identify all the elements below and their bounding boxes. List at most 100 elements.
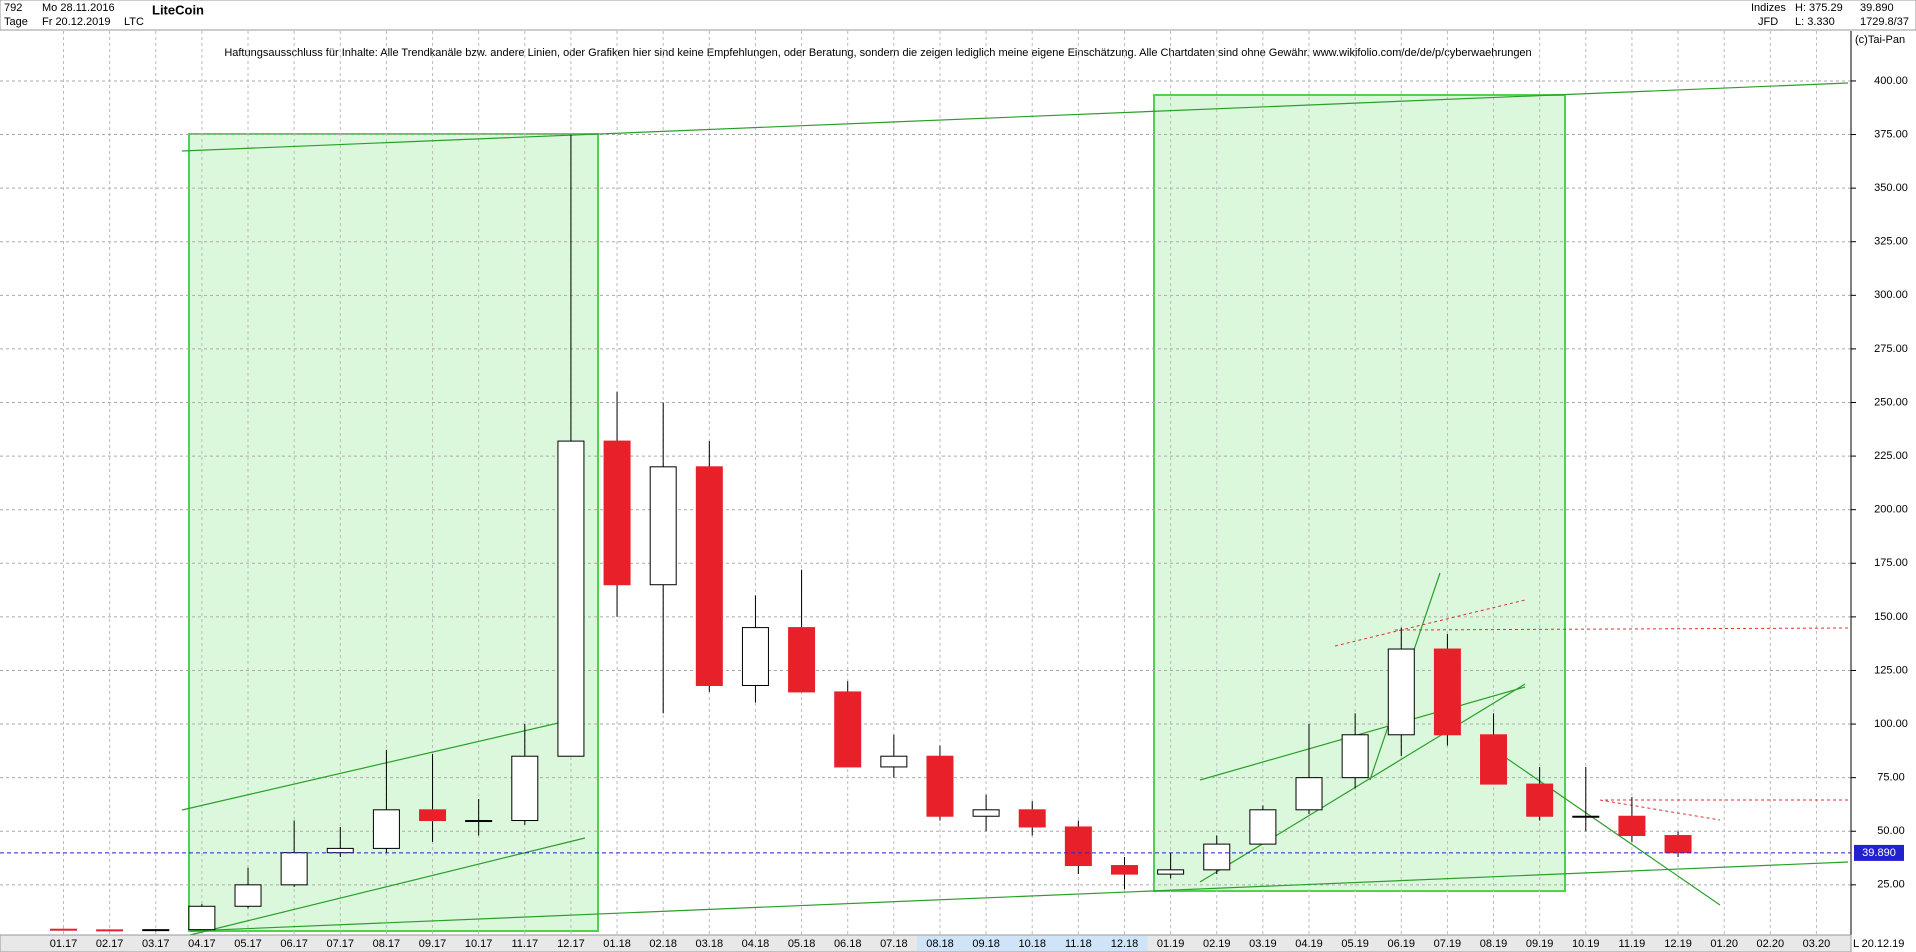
y-tick-label: 325.00 [1874,236,1908,248]
trendline [1479,739,1721,906]
candle-body [1110,865,1138,875]
candle-body [372,809,400,849]
x-tick-label: 12.18 [1111,938,1139,950]
candle-body [1018,809,1046,828]
x-tick-label: 08.18 [926,938,954,950]
candle-body [741,627,769,686]
candle-body [1618,815,1646,837]
x-tick-label: 02.20 [1757,938,1785,950]
candle-body [1341,734,1369,779]
current-date: 20.12.19 [1862,938,1905,950]
y-tick-label: 300.00 [1874,289,1908,301]
x-tick-label: 10.17 [465,938,493,950]
candle-body [1064,826,1092,867]
disclaimer: Haftungsausschluss für Inhalte: Alle Tre… [224,47,1531,59]
candle-body [326,847,354,854]
x-tick-label: 07.18 [880,938,908,950]
x-tick-label: 02.17 [96,938,124,950]
x-tick-label: 03.19 [1249,938,1277,950]
x-tick-label: 03.20 [1803,938,1831,950]
y-tick-label: 400.00 [1874,75,1908,87]
x-tick-label: 04.17 [188,938,216,950]
trendline [189,861,1849,932]
y-tick-label: 275.00 [1874,343,1908,355]
candle-body [1295,777,1323,811]
candle-body [1249,809,1277,845]
x-tick-label: 01.17 [50,938,78,950]
trendline [189,837,586,936]
copyright: (c)Tai-Pan [1855,34,1905,46]
candle-body [234,884,262,907]
candle-body [142,929,170,932]
trendline [181,717,581,811]
x-tick-label: 06.17 [280,938,308,950]
x-tick-label: 12.19 [1664,938,1692,950]
count: 792 [4,2,22,14]
y-tick-label: 100.00 [1874,718,1908,730]
high: H: 375.29 [1795,2,1843,14]
candle-body [880,755,908,768]
trendline [181,82,1849,152]
x-tick-label: 03.18 [696,938,724,950]
candle-body [419,809,447,822]
candle-body [1387,648,1415,736]
source: JFD [1758,16,1778,28]
candle-body [96,929,124,932]
x-tick-label: 04.19 [1295,938,1323,950]
candle-body [972,809,1000,817]
trendline [1199,683,1526,883]
candle-body [465,820,493,823]
x-tick-label: 03.17 [142,938,170,950]
y-tick-label: 25.00 [1877,879,1905,891]
candle-body [926,755,954,817]
candle-body [557,440,585,757]
y-tick-label: 250.00 [1874,396,1908,408]
x-tick-label: 11.17 [511,938,538,950]
x-tick-label: 07.19 [1434,938,1462,950]
x-tick-label: 12.17 [557,938,585,950]
y-tick-label: 175.00 [1874,557,1908,569]
candle-body [1157,869,1185,875]
candle-body [188,905,216,931]
end-date: Fr 20.12.2019 [42,16,111,28]
y-tick-label: 350.00 [1874,182,1908,194]
x-tick-label: 05.19 [1341,938,1369,950]
x-tick-label: 09.17 [419,938,447,950]
ratio: 1729.8/37 [1860,16,1909,28]
x-tick-label: 07.17 [327,938,355,950]
symbol: LTC [124,16,144,28]
x-tick-label: 10.18 [1018,938,1046,950]
chart-title: LiteCoin [152,2,204,17]
candle-body [695,466,723,686]
x-tick-label: 01.20 [1710,938,1738,950]
candle-body [788,627,816,693]
candle-body [1526,783,1554,817]
candle-body [280,852,308,886]
x-tick-label: 10.19 [1572,938,1600,950]
x-axis-highlight [916,936,1148,951]
last-price-box [1854,844,1904,861]
x-tick-label: 11.19 [1619,938,1646,950]
x-tick-label: 06.19 [1388,938,1416,950]
candle-body [1572,815,1600,818]
x-tick-label: 08.19 [1480,938,1508,950]
period[interactable]: Tage [4,16,28,28]
header-bar [0,0,1916,31]
y-tick-label: 50.00 [1877,825,1905,837]
x-tick-label: 01.18 [603,938,631,950]
trendline [1199,686,1526,781]
trendline [1599,799,1721,821]
last-price-label: 39.890 [1862,847,1896,859]
x-tick-label: 05.18 [788,938,816,950]
y-tick-label: 225.00 [1874,450,1908,462]
candle-body [603,440,631,586]
trendline [1334,599,1526,647]
x-tick-label: 04.18 [742,938,770,950]
y-tick-label: 375.00 [1874,128,1908,140]
x-tick-label: 09.19 [1526,938,1554,950]
candle-body [1664,835,1692,854]
low: L: 3.330 [1795,16,1835,28]
candle-body [1433,648,1461,736]
x-tick-label: 05.17 [234,938,262,950]
